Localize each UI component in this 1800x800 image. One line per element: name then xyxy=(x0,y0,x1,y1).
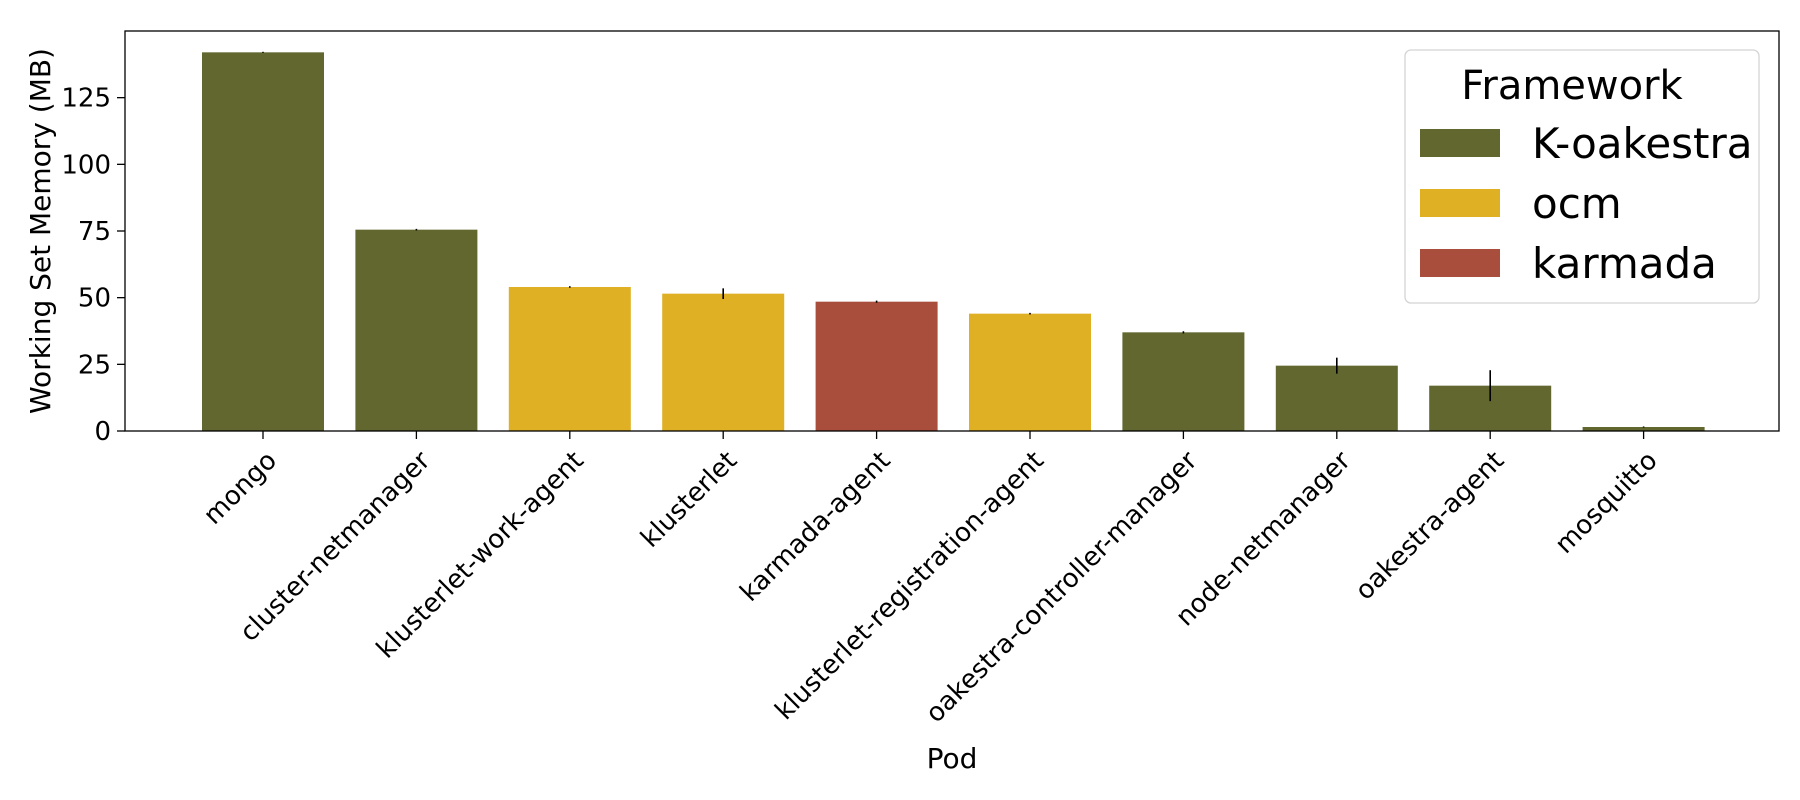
y-tick-label: 100 xyxy=(61,150,111,180)
x-axis-title: Pod xyxy=(927,742,978,775)
bars-layer xyxy=(202,52,1705,431)
legend-box xyxy=(1404,49,1760,304)
y-axis-title: Working Set Memory (MB) xyxy=(24,48,57,414)
legend-label-K-oakestra: K-oakestra xyxy=(1532,119,1753,168)
legend-swatch-karmada xyxy=(1420,249,1500,277)
bar-klusterlet-registration-agent xyxy=(969,313,1091,431)
x-tick-label: mongo xyxy=(198,446,283,531)
x-tick-label: node-netmanager xyxy=(1170,446,1357,633)
y-axis: 0 25 50 75 100 125 xyxy=(61,84,125,447)
y-tick-label: 50 xyxy=(78,284,111,314)
x-tick-label: oakestra-agent xyxy=(1350,446,1510,606)
y-tick-label: 75 xyxy=(78,217,111,247)
legend-swatch-ocm xyxy=(1420,189,1500,217)
legend-entries: K-oakestra ocm karmada xyxy=(1420,119,1753,288)
bar-klusterlet-work-agent xyxy=(508,287,631,431)
bar-oakestra-controller-manager xyxy=(1122,332,1245,431)
x-tick-label: oakestra-controller-manager xyxy=(920,446,1203,729)
y-tick-label: 25 xyxy=(78,350,111,380)
x-axis: mongocluster-netmanagerklusterlet-work-a… xyxy=(198,431,1664,729)
error-bars-layer xyxy=(262,51,1645,428)
legend-label-ocm: ocm xyxy=(1532,179,1622,228)
x-tick-label: klusterlet-registration-agent xyxy=(770,446,1050,726)
bar-mongo xyxy=(202,52,324,431)
y-tick-label: 125 xyxy=(61,84,111,114)
bar-karmada-agent xyxy=(815,301,938,431)
bar-klusterlet xyxy=(662,293,785,431)
legend-label-karmada: karmada xyxy=(1532,239,1717,288)
y-tick-label: 0 xyxy=(94,417,111,447)
x-tick-label: klusterlet xyxy=(635,446,743,554)
legend-title: Framework xyxy=(1461,63,1683,109)
bar-cluster-netmanager xyxy=(355,229,478,431)
x-tick-label: mosquitto xyxy=(1550,446,1664,560)
bar-mosquitto xyxy=(1582,427,1705,431)
bar-node-netmanager xyxy=(1275,365,1398,431)
legend-swatch-K-oakestra xyxy=(1420,129,1500,157)
legend: Framework K-oakestra ocm karmada xyxy=(1404,49,1760,304)
x-tick-label: karmada-agent xyxy=(735,446,897,608)
